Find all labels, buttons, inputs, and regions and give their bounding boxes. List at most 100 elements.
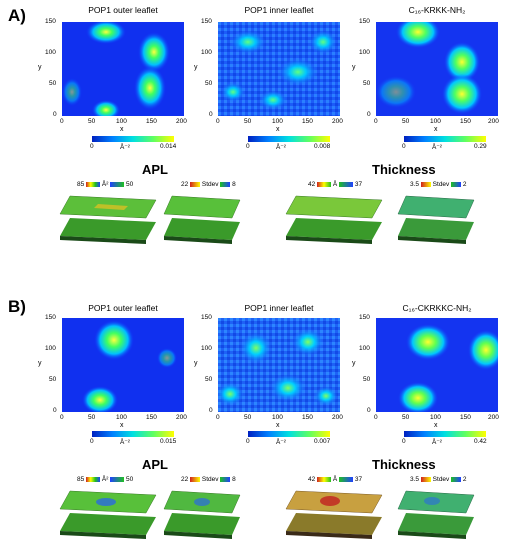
thickness-surface-a [284, 192, 384, 248]
colorbar-a1 [92, 136, 174, 142]
cbar-unit-a3: Å⁻² [432, 144, 442, 151]
ytick-b2-50: 50 [205, 376, 213, 383]
scale-left: 85 [77, 476, 85, 483]
surface-scale-a4: 3.5 Stdev 2 [410, 181, 467, 188]
colorbar-b2 [248, 431, 330, 437]
scale-mid: Å [332, 476, 338, 483]
ylabel-a1: y [38, 64, 42, 71]
map-title-a1: POP1 outer leaflet [88, 5, 158, 15]
cbar-min-b1: 0 [90, 438, 94, 445]
ylabel-a2: y [194, 64, 198, 71]
scale-bar [420, 181, 431, 187]
thickness-title-a: Thickness [372, 162, 436, 177]
xtick-b3-200: 200 [488, 414, 499, 421]
scale-bar [451, 181, 462, 187]
scale-bar [86, 476, 101, 482]
ytick-b1-100: 100 [45, 345, 56, 352]
xlabel-b1: x [120, 422, 124, 429]
xtick-a1-0: 0 [60, 118, 64, 125]
xtick-a1-100: 100 [116, 118, 127, 125]
surface-scale-b4: 3.5 Stdev 2 [410, 476, 467, 483]
cbar-unit-b2: Å⁻² [276, 439, 286, 446]
scale-mid: Å² [101, 476, 109, 483]
apl-title-a: APL [142, 162, 168, 177]
ytick-b3-100: 100 [359, 345, 370, 352]
scale-bar [317, 476, 332, 482]
apl-stdev-surface-a [162, 192, 242, 248]
apl-title-b: APL [142, 457, 168, 472]
scale-bar [110, 476, 125, 482]
apl-stdev-surface-b [162, 487, 242, 543]
colorbar-a2 [248, 136, 330, 142]
ytick-a2-100: 100 [201, 49, 212, 56]
scale-bar [220, 476, 231, 482]
surface-scale-a1: 85 Å² 50 [77, 181, 133, 188]
scale-bar [339, 181, 354, 187]
scale-mid: Stdev [201, 181, 219, 188]
xtick-b2-200: 200 [332, 414, 343, 421]
xtick-a1-150: 150 [146, 118, 157, 125]
cbar-max-a1: 0.014 [160, 143, 177, 150]
surface-scale-a3: 42 Å 37 [308, 181, 362, 188]
cbar-unit-a1: Å⁻² [120, 144, 130, 151]
density-map-b1 [62, 318, 184, 412]
cbar-min-b2: 0 [246, 438, 250, 445]
xtick-a2-100: 100 [272, 118, 283, 125]
ytick-b3-50: 50 [363, 376, 371, 383]
ytick-a1-50: 50 [49, 80, 57, 87]
cbar-max-b3: 0.42 [474, 438, 487, 445]
ylabel-b2: y [194, 360, 198, 367]
ylabel-a3: y [352, 64, 356, 71]
scale-bar [190, 181, 201, 187]
map-title-a2: POP1 inner leaflet [244, 5, 314, 15]
xtick-a3-100: 100 [430, 118, 441, 125]
xtick-b3-150: 150 [460, 414, 471, 421]
map-title-a3: C₁₆-KRKK-NH₂ [408, 5, 466, 15]
xtick-a3-50: 50 [402, 118, 410, 125]
ytick-a3-50: 50 [363, 80, 371, 87]
xtick-b3-0: 0 [374, 414, 378, 421]
surface-scale-b2: 22 Stdev 8 [181, 476, 236, 483]
ytick-b3-150: 150 [359, 314, 370, 321]
xtick-b1-50: 50 [88, 414, 96, 421]
scale-bar [220, 181, 231, 187]
xtick-b3-50: 50 [402, 414, 410, 421]
map-title-b1: POP1 outer leaflet [88, 303, 158, 313]
scale-bar [451, 476, 462, 482]
xlabel-a3: x [434, 126, 438, 133]
scale-bar [339, 476, 354, 482]
xlabel-b2: x [276, 422, 280, 429]
map-title-b2: POP1 inner leaflet [244, 303, 314, 313]
ytick-b2-150: 150 [201, 314, 212, 321]
xtick-b1-200: 200 [176, 414, 187, 421]
scale-mid: Å² [101, 181, 109, 188]
xtick-b2-100: 100 [272, 414, 283, 421]
xtick-b2-0: 0 [216, 414, 220, 421]
xtick-a3-200: 200 [488, 118, 499, 125]
cbar-max-b1: 0.015 [160, 438, 177, 445]
ytick-b1-0: 0 [53, 407, 57, 414]
scale-right: 50 [125, 181, 134, 188]
thickness-stdev-surface-b [396, 487, 476, 543]
surface-scale-b3: 42 Å 37 [308, 476, 362, 483]
cbar-unit-b3: Å⁻² [432, 439, 442, 446]
xtick-b3-100: 100 [430, 414, 441, 421]
xtick-a3-150: 150 [460, 118, 471, 125]
ytick-b2-100: 100 [201, 345, 212, 352]
scale-right: 37 [354, 476, 363, 483]
xtick-a1-50: 50 [88, 118, 96, 125]
cbar-min-a3: 0 [402, 143, 406, 150]
scale-right: 50 [125, 476, 134, 483]
ytick-b1-50: 50 [49, 376, 57, 383]
scale-left: 3.5 [410, 476, 420, 483]
thickness-title-b: Thickness [372, 457, 436, 472]
panel-a-label: A) [8, 6, 26, 25]
ytick-b1-150: 150 [45, 314, 56, 321]
xlabel-a2: x [276, 126, 280, 133]
cbar-min-a1: 0 [90, 143, 94, 150]
colorbar-b1 [92, 431, 174, 437]
surface-scale-a2: 22 Stdev 8 [181, 181, 236, 188]
scale-left: 3.5 [410, 181, 420, 188]
scale-mid: Stdev [432, 181, 450, 188]
ytick-a2-0: 0 [209, 111, 213, 118]
